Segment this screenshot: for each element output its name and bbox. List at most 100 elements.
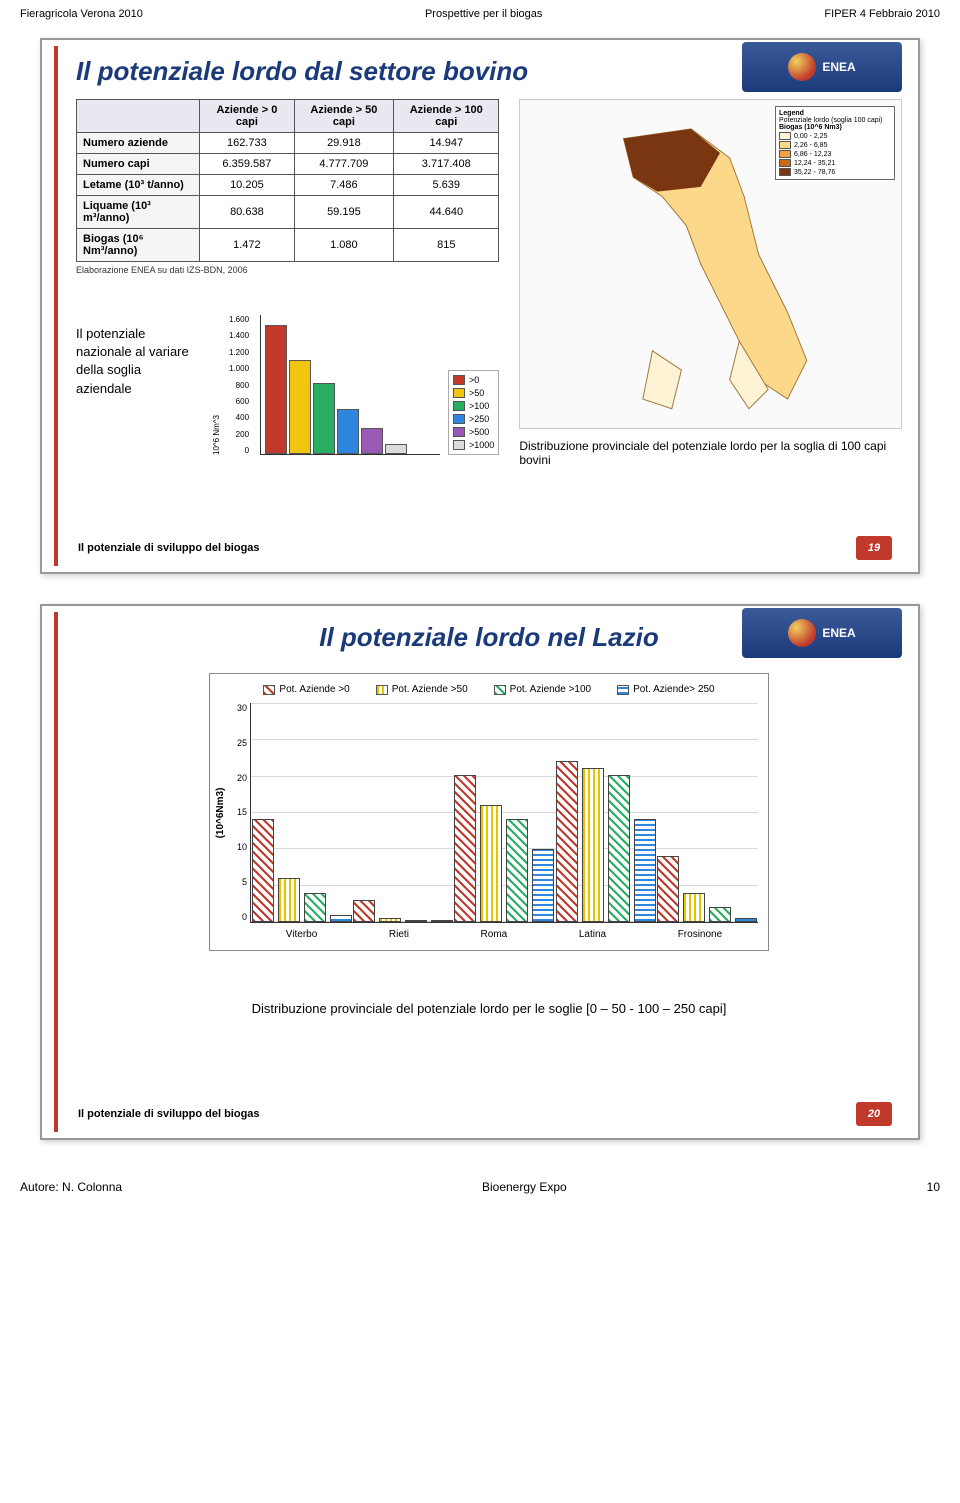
table-header: Aziende > 100 capi — [394, 100, 499, 133]
slide2-footer: Il potenziale di sviluppo del biogas 20 — [78, 1102, 892, 1126]
lazio-bar — [480, 805, 502, 922]
lazio-bar — [304, 893, 326, 922]
bovino-table: Aziende > 0 capiAziende > 50 capiAziende… — [76, 99, 499, 262]
table-row: Letame (10³ t/anno)10.2057.4865.639 — [77, 175, 499, 196]
table-caption: Elaborazione ENEA su dati IZS-BDN, 2006 — [76, 265, 499, 275]
map-legend-sub1: Potenziale lordo (soglia 100 capi) — [779, 117, 891, 124]
lazio-bar — [330, 915, 352, 922]
legend-item: >100 — [453, 401, 494, 411]
map-legend-sub2: Biogas (10^6 Nm3) — [779, 124, 891, 131]
page-header: Fieragricola Verona 2010 Prospettive per… — [0, 0, 960, 28]
slide2-number: 20 — [856, 1102, 892, 1126]
map-legend-title: Legend — [779, 110, 891, 117]
lazio-chart: Pot. Aziende >0 Pot. Aziende >50 Pot. Azie… — [209, 673, 769, 951]
lazio-group — [252, 819, 352, 922]
map-legend-bin: 0,00 - 2,25 — [779, 132, 891, 140]
lazio-bar — [532, 849, 554, 922]
lazio-bar — [506, 819, 528, 922]
lazio-group — [556, 761, 656, 922]
lazio-bar — [608, 775, 630, 922]
table-row: Biogas (10⁶ Nm³/anno)1.4721.080815 — [77, 229, 499, 262]
lazio-group — [454, 775, 554, 922]
enea-logo-2: ENEA — [742, 608, 902, 658]
page-footer: Autore: N. Colonna Bioenergy Expo 10 — [0, 1170, 960, 1214]
lazio-legend-item: Pot. Aziende> 250 — [617, 684, 714, 695]
map-legend-bin: 6,86 - 12,23 — [779, 150, 891, 158]
lazio-xlabel: Roma — [481, 929, 508, 940]
slide-2: ENEA Il potenziale lordo nel Lazio Pot. … — [40, 604, 920, 1140]
mini-bar — [313, 383, 335, 454]
mini-bar — [289, 360, 311, 455]
lazio-group — [353, 900, 453, 922]
table-row: Numero capi6.359.5874.777.7093.717.408 — [77, 154, 499, 175]
legend-item: >0 — [453, 375, 494, 385]
lazio-legend-item: Pot. Aziende >100 — [494, 684, 591, 695]
table-row: Numero aziende162.73329.91814.947 — [77, 133, 499, 154]
slide1-number: 19 — [856, 536, 892, 560]
mini-bar — [337, 409, 359, 455]
lazio-xlabel: Viterbo — [286, 929, 318, 940]
slide1-footer-text: Il potenziale di sviluppo del biogas — [78, 542, 260, 554]
legend-item: >50 — [453, 388, 494, 398]
mini-bar — [361, 428, 383, 454]
mini-chart-legend: >0 >50 >100 >250 >500 >1000 — [448, 370, 499, 455]
slide1-footer: Il potenziale di sviluppo del biogas 19 — [78, 536, 892, 560]
header-right: FIPER 4 Febbraio 2010 — [824, 8, 940, 20]
lazio-bar — [431, 920, 453, 922]
slide2-caption: Distribuzione provinciale del potenziale… — [76, 1001, 902, 1016]
lazio-legend-item: Pot. Aziende >0 — [263, 684, 349, 695]
lazio-legend-item: Pot. Aziende >50 — [376, 684, 468, 695]
slide-2-inner: ENEA Il potenziale lordo nel Lazio Pot. … — [54, 612, 912, 1132]
lazio-yticks: 051015202530 — [221, 703, 247, 922]
map-legend-bin: 35,22 - 78,76 — [779, 168, 891, 176]
logo-icon — [788, 53, 816, 81]
legend-item: >250 — [453, 414, 494, 424]
mini-chart-yticks: 1.6001.4001.2001.0008006004002000 — [229, 315, 252, 455]
lazio-bar — [379, 918, 401, 922]
slide2-footer-text: Il potenziale di sviluppo del biogas — [78, 1108, 260, 1120]
lazio-bar — [683, 893, 705, 922]
lazio-bar — [582, 768, 604, 922]
table-row: Liquame (10³ m³/anno)80.63859.19544.640 — [77, 196, 499, 229]
logo-text-2: ENEA — [822, 626, 855, 640]
mini-bar — [385, 444, 407, 455]
map-caption: Distribuzione provinciale del potenziale… — [519, 439, 902, 467]
footer-left: Autore: N. Colonna — [20, 1180, 122, 1194]
lazio-bar — [657, 856, 679, 922]
mini-chart: 10^6 Nm^3 1.6001.4001.2001.0008006004002… — [212, 315, 499, 455]
enea-logo: ENEA — [742, 42, 902, 92]
lazio-bar — [405, 920, 427, 922]
lazio-xlabel: Latina — [579, 929, 606, 940]
slide-1-inner: ENEA Il potenziale lordo dal settore bov… — [54, 46, 912, 566]
map-legend-bin: 2,26 - 6,85 — [779, 141, 891, 149]
table-header: Aziende > 50 capi — [294, 100, 394, 133]
lazio-group — [657, 856, 757, 922]
header-left: Fieragricola Verona 2010 — [20, 8, 143, 20]
lazio-plot: (10^6Nm3) 051015202530 — [250, 703, 758, 923]
lazio-bar — [278, 878, 300, 922]
logo-text: ENEA — [822, 60, 855, 74]
legend-item: >500 — [453, 427, 494, 437]
map-legend-bin: 12,24 - 35,21 — [779, 159, 891, 167]
table-header: Aziende > 0 capi — [200, 100, 294, 133]
lazio-bar — [556, 761, 578, 922]
lazio-xlabel: Rieti — [389, 929, 409, 940]
header-center: Prospettive per il biogas — [425, 8, 542, 20]
lazio-bar — [454, 775, 476, 922]
footer-center: Bioenergy Expo — [482, 1180, 567, 1194]
slide-1: ENEA Il potenziale lordo dal settore bov… — [40, 38, 920, 574]
mini-chart-plot — [260, 315, 440, 455]
slide1-note: Il potenziale nazionale al variare della… — [76, 325, 196, 398]
italy-map: Legend Potenziale lordo (soglia 100 capi… — [519, 99, 902, 429]
footer-right: 10 — [927, 1180, 940, 1194]
lazio-bar — [353, 900, 375, 922]
logo-icon-2 — [788, 619, 816, 647]
lazio-xlabels: ViterboRietiRomaLatinaFrosinone — [250, 929, 758, 940]
lazio-bar — [252, 819, 274, 922]
legend-item: >1000 — [453, 440, 494, 450]
map-legend: Legend Potenziale lordo (soglia 100 capi… — [775, 106, 895, 180]
mini-chart-y-label: 10^6 Nm^3 — [212, 415, 221, 455]
lazio-bar — [634, 819, 656, 922]
lazio-bar — [709, 907, 731, 922]
lazio-bar — [735, 918, 757, 922]
